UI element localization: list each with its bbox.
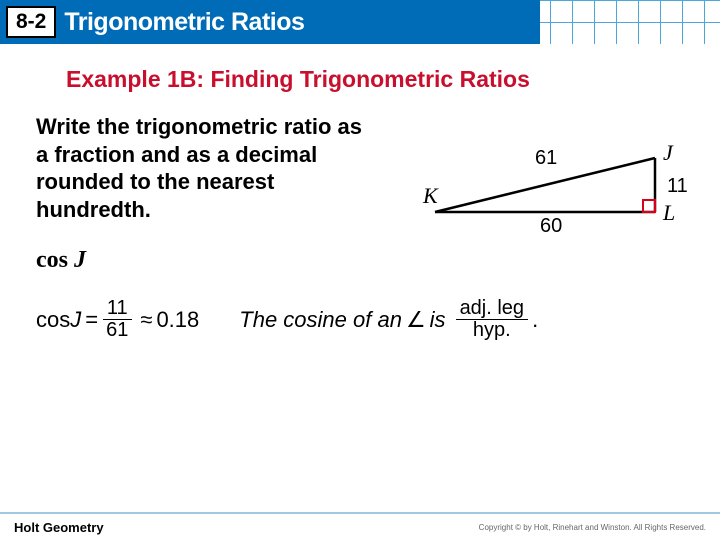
def-denominator: hyp. (469, 320, 515, 341)
title-bar: 8-2 Trigonometric Ratios (0, 0, 540, 44)
def-mid: is (430, 307, 446, 333)
section-number-box: 8-2 (6, 6, 56, 38)
triangle-svg: K J L 61 11 60 (415, 140, 695, 236)
problem-angle: J (74, 247, 86, 273)
side-adj-label: 60 (540, 215, 562, 236)
solution-fraction: 11 61 (102, 298, 132, 341)
def-fraction: adj. leg hyp. (456, 298, 529, 341)
solution-equation: cos J = 11 61 ≈ 0.18 (36, 298, 199, 341)
side-opp-label: 11 (667, 175, 688, 197)
solution-lhs-fn: cos (36, 307, 70, 333)
problem-function: cos (36, 247, 68, 273)
footer-bar: Holt Geometry Copyright © by Holt, Rineh… (0, 512, 720, 540)
footer-copyright: Copyright © by Holt, Rinehart and Winsto… (479, 523, 706, 532)
content-area: Example 1B: Finding Trigonometric Ratios… (0, 44, 720, 341)
def-pre: The cosine of an (239, 307, 402, 333)
solution-row: cos J = 11 61 ≈ 0.18 The cosine of an ∠ … (36, 298, 684, 341)
side-hyp-label: 61 (535, 147, 557, 169)
angle-symbol: ∠ (406, 307, 426, 333)
solution-denominator: 61 (102, 320, 132, 341)
cosine-definition: The cosine of an ∠ is adj. leg hyp. . (239, 298, 538, 341)
page-title: Trigonometric Ratios (64, 8, 304, 37)
approx-sign: ≈ (140, 307, 152, 333)
example-label: Example 1B: Finding Trigonometric Ratios (66, 66, 684, 93)
equals-sign: = (85, 307, 98, 333)
vertex-l-label: L (662, 200, 675, 225)
def-numerator: adj. leg (456, 298, 529, 320)
instruction-text: Write the trigonometric ratio as a fract… (36, 113, 376, 223)
solution-lhs-arg: J (70, 307, 81, 333)
header-bar: 8-2 Trigonometric Ratios (0, 0, 720, 44)
solution-numerator: 11 (103, 298, 132, 320)
footer-brand: Holt Geometry (14, 520, 104, 535)
problem-expression: cos J (36, 247, 684, 274)
solution-decimal: 0.18 (156, 307, 199, 333)
vertex-j-label: J (663, 140, 674, 165)
triangle-diagram: K J L 61 11 60 (415, 140, 695, 241)
vertex-k-label: K (422, 183, 439, 208)
def-post: . (532, 307, 538, 333)
